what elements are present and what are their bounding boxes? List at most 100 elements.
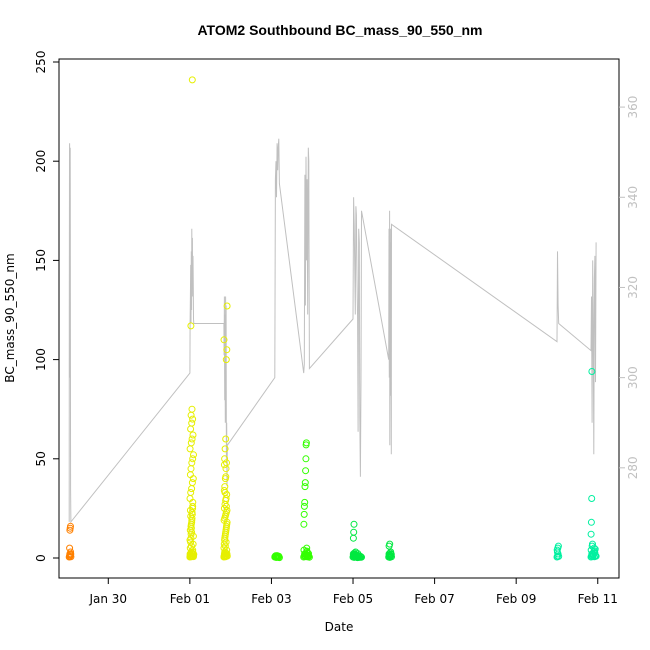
x-axis: Jan 30 Feb 01 Feb 03 Feb 05 Feb 07 Feb 09 Feb … xyxy=(88,578,618,606)
x-tick-label: Feb 05 xyxy=(333,592,373,606)
data-point xyxy=(189,455,197,463)
data-point xyxy=(67,550,75,558)
data-point xyxy=(223,346,231,354)
data-point xyxy=(553,548,561,556)
y-tick-label: 250 xyxy=(34,51,48,74)
data-point xyxy=(222,473,230,481)
x-axis-label: Date xyxy=(325,620,354,634)
x-tick-label: Feb 03 xyxy=(251,592,291,606)
data-point xyxy=(188,479,196,487)
data-point xyxy=(188,485,196,493)
points-layer xyxy=(65,76,600,562)
y2-tick-label: 320 xyxy=(626,276,640,299)
data-point xyxy=(187,520,195,528)
data-point xyxy=(67,522,74,530)
plot-frame xyxy=(58,58,620,579)
data-point xyxy=(187,512,195,520)
data-point xyxy=(221,548,229,556)
data-point xyxy=(187,465,195,473)
data-point xyxy=(304,553,312,561)
data-point xyxy=(187,322,195,330)
data-point xyxy=(186,445,194,453)
data-point xyxy=(302,467,310,475)
data-point xyxy=(350,528,358,536)
data-point xyxy=(66,544,74,552)
y-tick-label: 50 xyxy=(34,451,48,466)
data-point xyxy=(590,544,598,552)
data-point xyxy=(555,552,563,560)
data-point xyxy=(350,520,358,528)
data-point xyxy=(222,502,230,510)
data-point xyxy=(188,405,196,413)
data-point xyxy=(222,356,230,364)
data-point xyxy=(220,504,228,512)
data-point xyxy=(275,553,282,561)
data-point xyxy=(220,336,228,344)
data-point xyxy=(301,483,309,491)
data-point xyxy=(587,518,595,526)
y2-tick-label: 280 xyxy=(626,456,640,479)
data-point xyxy=(186,550,194,558)
data-point xyxy=(387,550,395,558)
data-point xyxy=(187,439,195,447)
data-point xyxy=(188,435,196,443)
data-point xyxy=(300,502,308,510)
data-point xyxy=(303,544,311,552)
x-tick-label: Feb 07 xyxy=(414,592,454,606)
data-point xyxy=(587,530,595,538)
data-point xyxy=(188,528,196,536)
x-tick-label: Jan 30 xyxy=(88,592,127,606)
y-axis: 0 50 100 150 200 250 xyxy=(34,51,59,562)
data-point xyxy=(188,459,196,467)
data-point xyxy=(221,483,229,491)
y2-tick-label: 300 xyxy=(626,366,640,389)
data-point xyxy=(589,540,596,548)
y-tick-label: 150 xyxy=(34,249,48,272)
data-point xyxy=(187,411,195,419)
data-point xyxy=(222,538,230,546)
x-tick-label: Feb 09 xyxy=(496,592,536,606)
secondary-series-line xyxy=(68,138,597,524)
data-point xyxy=(302,439,310,447)
data-point xyxy=(186,536,194,544)
data-point xyxy=(588,495,596,502)
data-point xyxy=(221,489,229,496)
data-point xyxy=(189,415,197,423)
chart-title: ATOM2 Southbound BC_mass_90_550_nm xyxy=(197,22,482,38)
data-point xyxy=(187,425,195,433)
data-point xyxy=(300,510,308,518)
data-point xyxy=(188,76,196,84)
data-point xyxy=(188,516,196,524)
data-point xyxy=(189,532,197,540)
data-point xyxy=(222,435,230,443)
data-point xyxy=(302,455,310,463)
y2-tick-label: 360 xyxy=(626,96,640,119)
y-tick-label: 0 xyxy=(34,554,48,562)
y2-axis: 280 300 320 340 360 xyxy=(619,96,640,479)
data-point xyxy=(188,419,196,427)
data-point xyxy=(355,552,363,560)
y2-tick-label: 340 xyxy=(626,186,640,209)
data-point xyxy=(187,489,195,496)
data-point xyxy=(190,451,197,459)
data-point xyxy=(188,508,196,516)
data-point xyxy=(300,520,308,528)
y-axis-label: BC_mass_90_550_nm xyxy=(3,253,17,382)
data-point xyxy=(301,498,309,506)
data-point xyxy=(222,465,230,473)
data-point xyxy=(386,540,394,548)
data-point xyxy=(349,534,357,542)
secondary-line-layer xyxy=(68,138,597,524)
data-point xyxy=(588,368,596,375)
x-tick-label: Feb 11 xyxy=(578,592,618,606)
data-point xyxy=(223,459,230,467)
data-point xyxy=(220,461,228,469)
data-point xyxy=(301,479,309,487)
data-point xyxy=(220,544,228,552)
data-point xyxy=(67,553,75,561)
y-tick-label: 200 xyxy=(34,150,48,173)
data-point xyxy=(189,431,197,439)
x-tick-label: Feb 01 xyxy=(170,592,210,606)
data-point xyxy=(223,302,231,310)
